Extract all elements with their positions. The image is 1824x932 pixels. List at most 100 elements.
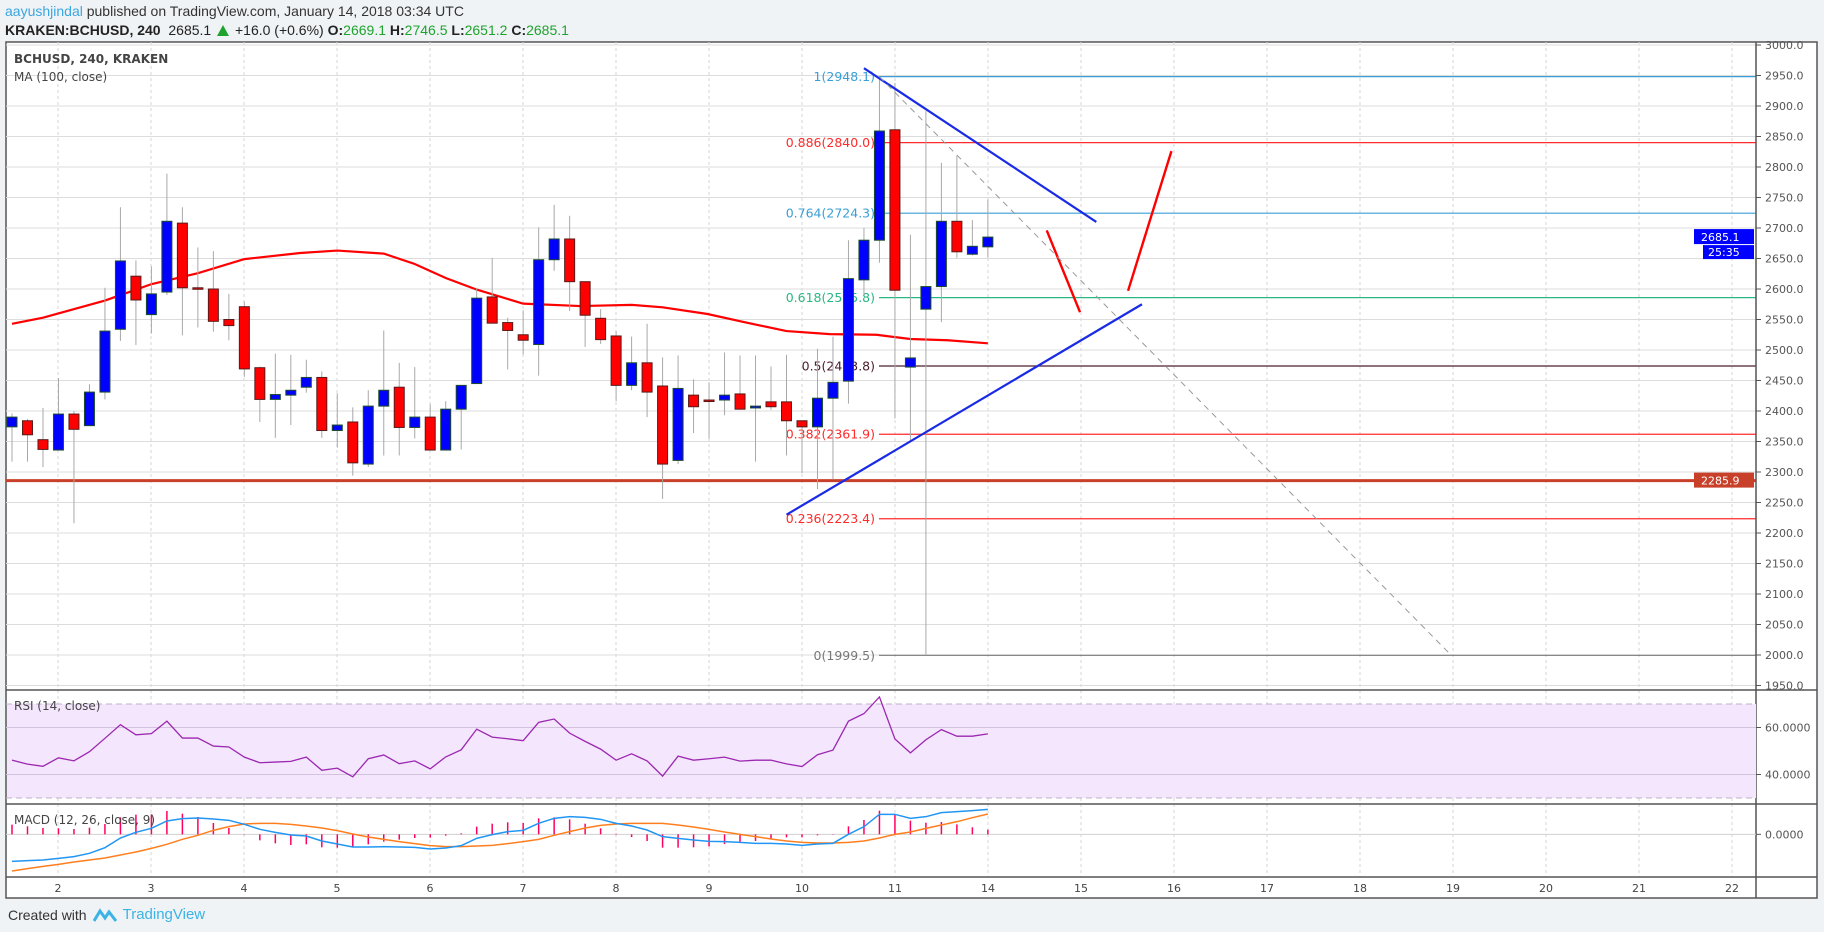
candle [37, 407, 49, 468]
time-axis-label: 18 [1353, 882, 1367, 895]
candle [114, 207, 126, 341]
price-axis-label: 2700.0 [1765, 222, 1804, 235]
rsi-axis-label: 60.0000 [1765, 722, 1811, 735]
candle-body [703, 399, 715, 403]
created-with-text: Created with [8, 906, 87, 923]
candle-body [904, 357, 916, 368]
candle [362, 390, 374, 468]
fib-level-label: 1(2948.1) [814, 69, 875, 84]
macd-legend[interactable]: MACD (12, 26, close, 9) [14, 813, 156, 827]
fib-level-label: 0(1999.5) [814, 648, 875, 663]
support-price-badge [1694, 472, 1754, 488]
rsi-legend[interactable]: RSI (14, close) [14, 699, 101, 713]
candle [966, 220, 978, 256]
candle [161, 173, 173, 296]
candle-body [657, 385, 669, 465]
candle [626, 336, 638, 391]
candle [285, 354, 297, 426]
ma100-line [11, 249, 988, 345]
price-axis-label: 2200.0 [1765, 527, 1804, 540]
candle-body [254, 367, 266, 400]
price-axis-label: 2550.0 [1765, 314, 1804, 327]
high-value: 2746.5 [404, 22, 448, 38]
candle-body [130, 275, 142, 301]
candle [192, 247, 204, 328]
candle [52, 378, 64, 451]
candle-body [750, 405, 762, 409]
time-axis-label: 14 [981, 882, 995, 895]
candle-body [796, 420, 808, 428]
candle [347, 407, 359, 476]
candle-body [6, 416, 18, 428]
candle [471, 287, 483, 385]
candle-body [982, 236, 994, 248]
candle-body [161, 220, 173, 293]
time-axis-label: 11 [888, 882, 902, 895]
price-change: +16.0 (+0.6%) [234, 22, 324, 38]
price-axis-label: 2300.0 [1765, 466, 1804, 479]
publish-info: aayushjindal published on TradingView.co… [5, 3, 464, 19]
candle [796, 420, 808, 474]
candle [935, 162, 947, 322]
candle [827, 336, 839, 480]
candle [517, 310, 529, 355]
candle-body [548, 238, 560, 261]
time-axis-label: 7 [520, 882, 527, 895]
candle [238, 301, 250, 377]
candle [703, 382, 715, 439]
time-axis-label: 19 [1446, 882, 1460, 895]
candle-body [192, 287, 204, 290]
candle-body [269, 394, 281, 400]
candle-body [440, 408, 452, 451]
candle-body [842, 278, 854, 382]
rsi-band [7, 704, 1756, 798]
candle-body [688, 394, 700, 408]
candle-body [223, 319, 235, 327]
candle-body [331, 424, 343, 432]
candle [145, 266, 157, 334]
candle-body [145, 293, 157, 316]
close-label: C: [511, 22, 527, 38]
time-axis-label: 20 [1539, 882, 1553, 895]
open-value: 2669.1 [343, 22, 386, 38]
price-axis-label: 2150.0 [1765, 558, 1804, 571]
candle [811, 348, 823, 490]
candle-body [811, 397, 823, 428]
author-link[interactable]: aayushjindal [5, 3, 83, 19]
candle-body [347, 421, 359, 464]
publish-text: published on TradingView.com, January 14… [82, 3, 464, 19]
candle-body [362, 405, 374, 465]
candle [130, 260, 142, 346]
time-axis-label: 6 [427, 882, 434, 895]
candle [781, 354, 792, 456]
price-axis-label: 2450.0 [1765, 375, 1804, 388]
price-axis-label: 2350.0 [1765, 436, 1804, 449]
macd-axis-label: 0.0000 [1765, 828, 1804, 841]
fib-level-label: 0.5(2473.8) [802, 358, 875, 373]
time-axis-label: 22 [1725, 882, 1739, 895]
candle-body [533, 259, 545, 346]
close-value: 2685.1 [526, 22, 569, 38]
candle [842, 240, 854, 404]
tradingview-logo-icon [92, 907, 117, 922]
descending-trendline [863, 67, 1097, 223]
price-axis-label: 2100.0 [1765, 588, 1804, 601]
time-axis-label: 3 [148, 882, 155, 895]
low-value: 2651.2 [464, 22, 508, 38]
ma-legend[interactable]: MA (100, close) [14, 70, 108, 84]
fib-level-label: 0.886(2840.0) [786, 135, 875, 150]
time-axis-label: 5 [334, 882, 341, 895]
candle-body [935, 220, 947, 288]
low-label: L: [451, 22, 465, 38]
price-axis-label: 3000.0 [1765, 39, 1804, 52]
candle-body [920, 286, 932, 310]
price-axis-label: 2950.0 [1765, 70, 1804, 83]
last-price: 2685.1 [168, 22, 212, 38]
tradingview-link[interactable]: TradingView [122, 906, 206, 923]
symbol-label: KRAKEN:BCHUSD, 240 [5, 22, 161, 38]
candle [734, 355, 746, 410]
candle [486, 257, 498, 324]
candle-body [781, 401, 792, 422]
candle [502, 317, 514, 370]
